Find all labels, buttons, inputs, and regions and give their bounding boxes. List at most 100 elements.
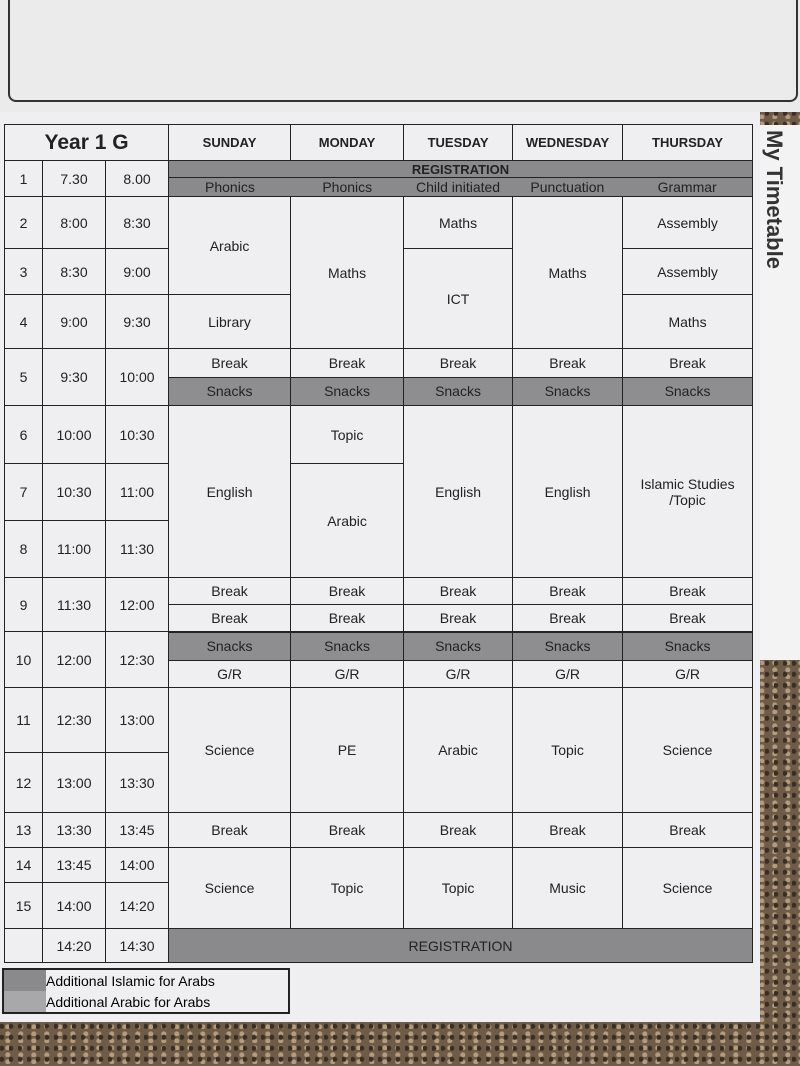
subject-cell: Break [669, 583, 706, 599]
day-header: SUNDAY [168, 124, 292, 161]
period-number: 5 [4, 348, 43, 406]
period-row: 7 10:30 11:00 Arabic [4, 463, 753, 578]
start-time: 10:30 [42, 463, 106, 521]
subject-cell: Grammar [657, 178, 717, 195]
subject-cell: Snacks [169, 376, 291, 405]
registration-block: REGISTRATION [168, 928, 754, 963]
subject-cell: Science [622, 687, 754, 813]
subject-cell: Break [549, 354, 586, 371]
subject-cell: Break [328, 583, 366, 599]
period-row: 10 12:00 12:30 Snacks G/R Snacks G/R Snacks G/R S… [4, 631, 754, 688]
subject-cell: Assembly [622, 248, 754, 295]
period-number: 8 [4, 520, 43, 578]
start-time: 13:45 [42, 847, 106, 883]
day-header: WEDNESDAY [512, 124, 624, 161]
split-cell: Break Snacks [622, 348, 754, 406]
subject-cell: Arabic [290, 463, 405, 578]
period-number [4, 928, 43, 963]
end-time: 8:30 [104, 196, 170, 249]
subject-cell: Topic [512, 687, 624, 813]
split-cell: Break Snacks [168, 348, 292, 406]
end-time: 9:00 [104, 248, 170, 295]
split-cell: Break Break [512, 577, 624, 632]
subject-cell: Topic [403, 847, 514, 929]
end-time: 13:30 [104, 752, 170, 813]
period-number: 6 [4, 405, 43, 464]
split-cell: Snacks G/R [290, 631, 405, 688]
split-cell: Snacks G/R [512, 631, 624, 688]
timetable: Year 1 G SUNDAY MONDAY TUESDAY WEDNESDAY… [3, 124, 754, 963]
end-time: 10:30 [104, 405, 170, 464]
subject-cell: Snacks [513, 632, 623, 660]
subject-cell: ICT [403, 248, 514, 349]
period-number: 4 [4, 294, 43, 349]
subject-cell: Break [623, 604, 753, 631]
period-row: 2 8:00 8:30 Arabic Maths Maths Maths Assembly [4, 196, 754, 349]
end-time: 10:00 [104, 348, 170, 406]
period-number: 3 [4, 248, 43, 295]
subject-cell: Child initiated [416, 178, 501, 195]
period-number: 7 [4, 463, 43, 521]
subject-cell: Break [291, 604, 404, 631]
subject-cell: Phonics [322, 178, 373, 195]
period-row: 3 8:30 9:00 ICT Assembly [4, 248, 754, 349]
end-time: 13:00 [104, 687, 170, 753]
period-number: 1 [4, 160, 43, 197]
subject-cell: Snacks [623, 376, 753, 405]
day-header: MONDAY [290, 124, 405, 161]
end-time: 14:00 [104, 847, 170, 883]
split-cell: Break Break [290, 577, 405, 632]
start-time: 8:30 [42, 248, 106, 295]
subject-cell: Snacks [404, 632, 513, 660]
subject-cell: English [168, 405, 292, 578]
period-row: 13 13:30 13:45 Break Break Break Break Break [4, 812, 754, 848]
end-time: 12:30 [104, 631, 170, 688]
subject-cell: Snacks [623, 632, 753, 660]
start-time: 12:30 [42, 687, 106, 753]
subject-cell: G/R [404, 659, 513, 688]
start-time: 9:30 [42, 348, 106, 406]
split-cell: Snacks G/R [622, 631, 754, 688]
subject-cell: Break [328, 354, 366, 371]
subject-cell: Break [439, 354, 477, 371]
period-row: 9 11:30 12:00 Break Break Break Break Break Brea… [4, 577, 754, 632]
start-time: 9:00 [42, 294, 106, 349]
period-row: 12 13:00 13:30 [4, 752, 753, 813]
subject-cell: Break [169, 604, 291, 631]
start-time: 8:00 [42, 196, 106, 249]
legend-swatch [4, 991, 46, 1012]
previous-page [0, 0, 800, 112]
subject-cell: Music [512, 847, 624, 929]
subject-cell: English [403, 405, 514, 578]
split-cell: Break Snacks [403, 348, 514, 406]
subject-cell: G/R [169, 659, 291, 688]
subject-cell: Punctuation [530, 178, 605, 195]
start-time: 7.30 [42, 160, 106, 197]
period-row: 14 13:45 14:00 Science Topic Topic Music Scienc… [4, 847, 754, 929]
period-number: 14 [4, 847, 43, 883]
split-cell: Break Snacks [512, 348, 624, 406]
subject-cell: Phonics [205, 178, 255, 195]
period-row: 5 9:30 10:00 Break Snacks Break Snacks Break Sna… [4, 348, 754, 406]
split-cell: Snacks G/R [403, 631, 514, 688]
period-row: 4 9:00 9:30 Library Maths [4, 294, 754, 349]
split-cell: Snacks G/R [168, 631, 292, 688]
start-time: 13:00 [42, 752, 106, 813]
period-row: 15 14:00 14:20 [4, 882, 753, 929]
class-name: Year 1 G [3, 124, 170, 161]
start-time: 11:30 [42, 577, 106, 632]
subject-cell: Snacks [291, 376, 404, 405]
end-time: 9:30 [104, 294, 170, 349]
legend-item: Additional Islamic for Arabs [4, 970, 288, 991]
subject-cell: Break [211, 354, 248, 371]
period-row: 8 11:00 11:30 [4, 520, 753, 578]
subject-cell: Break [549, 583, 586, 599]
subject-cell: Maths [512, 196, 624, 349]
registration-label: REGISTRATION [169, 162, 753, 178]
period-number: 15 [4, 882, 43, 929]
start-time: 12:00 [42, 631, 106, 688]
legend-swatch [4, 970, 46, 991]
subject-cell: Break [404, 604, 513, 631]
start-time: 10:00 [42, 405, 106, 464]
subject-cell: Arabic [168, 196, 292, 295]
